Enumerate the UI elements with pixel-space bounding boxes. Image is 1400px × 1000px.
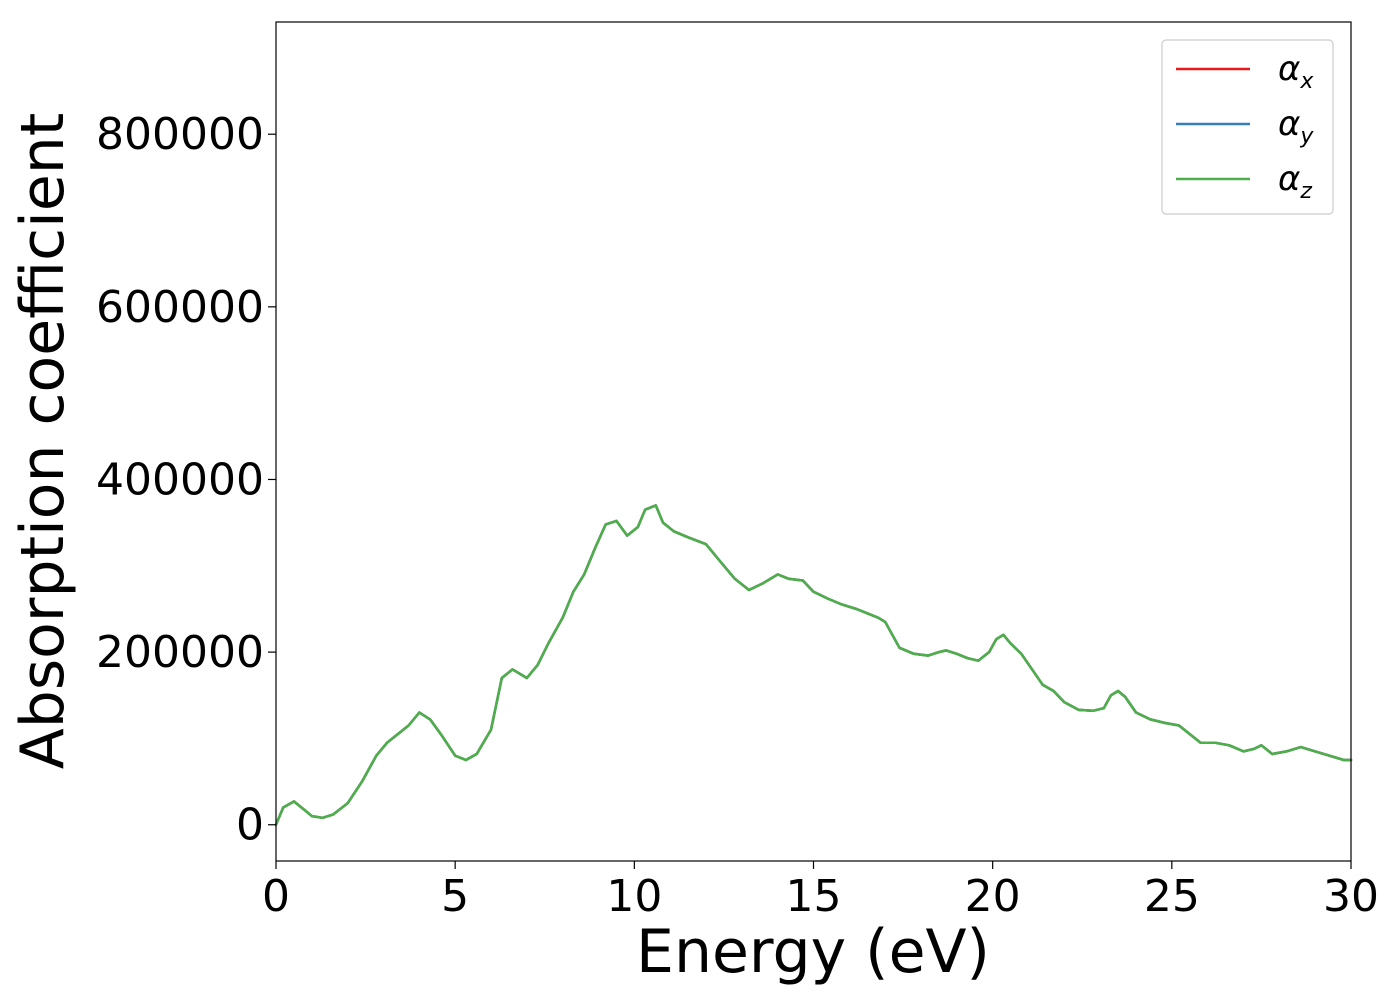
x-tick-label: 0 — [262, 871, 290, 922]
x-axis-title: Energy (eV) — [636, 917, 990, 987]
x-axis-ticks: 0 5 10 15 20 25 30 — [262, 861, 1379, 922]
y-tick-label: 400000 — [96, 454, 264, 505]
legend-symbol: α — [1278, 159, 1300, 199]
x-tick-label: 5 — [441, 871, 469, 922]
x-tick-label: 25 — [1144, 871, 1200, 922]
legend-subscript: y — [1299, 124, 1314, 149]
legend-symbol: α — [1278, 104, 1300, 144]
series-layer — [274, 504, 1353, 826]
y-tick-label: 800000 — [96, 109, 264, 160]
legend-box — [1161, 39, 1334, 215]
series-line-z — [274, 504, 1353, 826]
legend-label-x: αx — [1278, 49, 1314, 94]
x-tick-label: 15 — [786, 871, 842, 922]
legend-symbol: α — [1278, 49, 1300, 89]
x-tick-label: 30 — [1323, 871, 1379, 922]
y-tick-label: 200000 — [96, 627, 264, 678]
x-tick-label: 10 — [606, 871, 662, 922]
y-tick-label: 600000 — [96, 282, 264, 333]
legend-label-z: αz — [1278, 159, 1312, 204]
legend-subscript: z — [1299, 179, 1312, 204]
y-axis-title: Absorption coefficient — [8, 113, 78, 770]
y-tick-label: 0 — [236, 800, 264, 851]
legend-subscript: x — [1299, 69, 1314, 94]
legend-label-y: αy — [1278, 104, 1314, 149]
x-tick-label: 20 — [965, 871, 1021, 922]
y-axis-ticks: 0 200000 400000 600000 800000 — [96, 109, 276, 851]
